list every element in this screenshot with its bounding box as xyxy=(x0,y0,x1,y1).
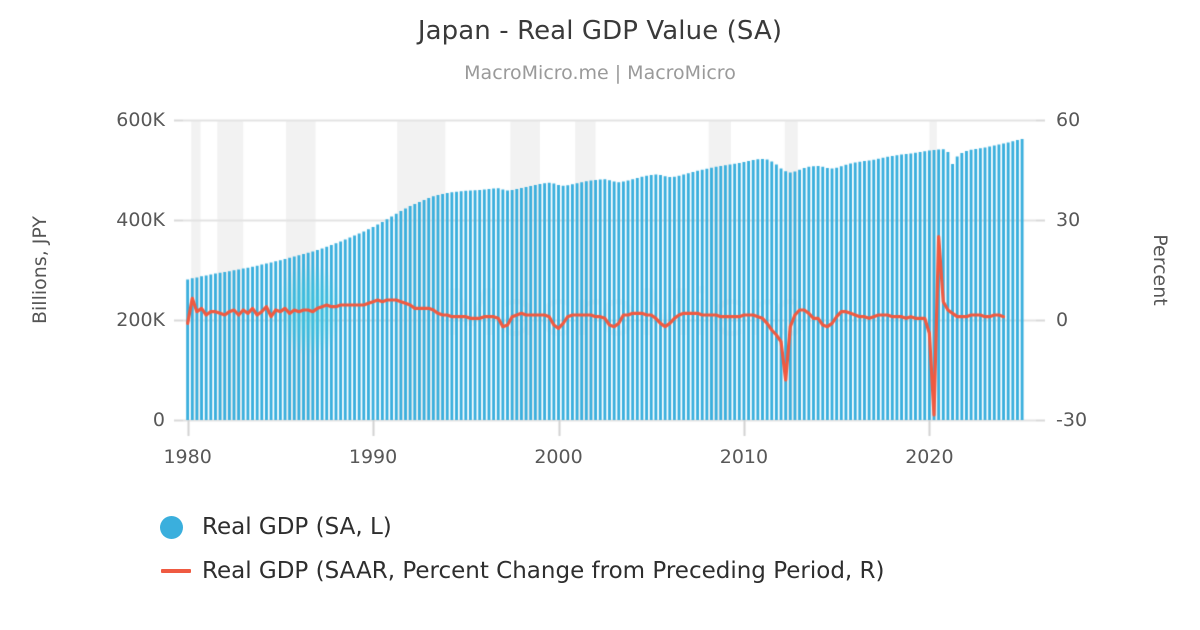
legend-item-real-gdp-saar[interactable]: Real GDP (SAAR, Percent Change from Prec… xyxy=(160,549,1160,593)
x-axis-tick-label: 1990 xyxy=(348,446,398,468)
right-axis-tick-label: 60 xyxy=(1056,109,1081,131)
legend-dot-icon xyxy=(160,515,202,539)
x-axis-tick-label: 2000 xyxy=(534,446,583,468)
right-axis-title: Percent xyxy=(1149,234,1171,306)
x-axis-tick-label: 1980 xyxy=(163,446,212,468)
right-axis-tick-label: 0 xyxy=(1056,309,1069,331)
left-axis-title: Billions, JPY xyxy=(29,215,51,325)
right-axis-tick-label: -30 xyxy=(1056,409,1088,431)
left-axis-tick-label: 400K xyxy=(116,209,165,231)
right-axis-tick-label: 30 xyxy=(1056,209,1081,231)
left-axis-tick-label: 0 xyxy=(152,409,165,431)
legend-item-label: Real GDP (SA, L) xyxy=(202,514,392,540)
left-axis-tick-label: 600K xyxy=(116,109,165,131)
left-axis-tick-label: 200K xyxy=(116,309,165,331)
legend-line-icon xyxy=(160,569,202,573)
legend-item-label: Real GDP (SAAR, Percent Change from Prec… xyxy=(202,558,885,584)
chart-legend: Real GDP (SA, L) Real GDP (SAAR, Percent … xyxy=(160,505,1160,593)
x-axis-tick-label: 2020 xyxy=(905,446,954,468)
x-axis-tick-label: 2010 xyxy=(719,446,769,468)
legend-item-real-gdp-sa[interactable]: Real GDP (SA, L) xyxy=(160,505,1160,549)
